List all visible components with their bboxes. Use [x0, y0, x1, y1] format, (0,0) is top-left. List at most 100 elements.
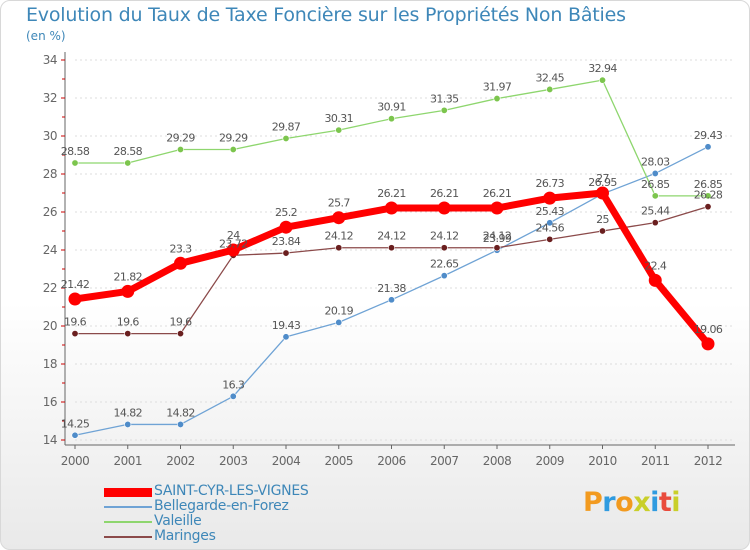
data-label: 19.6 [64, 316, 87, 329]
legend-item: Bellegarde-en-Forez [104, 498, 364, 515]
data-point [651, 169, 659, 177]
data-label: 23.99 [483, 232, 512, 245]
data-point [124, 330, 132, 338]
data-point [651, 219, 659, 227]
y-tick-label: 28 [43, 167, 57, 181]
data-label: 30.91 [377, 101, 406, 114]
data-point [387, 244, 395, 252]
x-tick-label: 2006 [377, 454, 406, 468]
data-label: 21.42 [61, 278, 90, 291]
data-point [598, 76, 606, 84]
data-point [335, 244, 343, 252]
data-point [546, 235, 554, 243]
data-label: 21.38 [377, 282, 406, 295]
chart-subtitle: (en %) [26, 29, 66, 43]
data-point [177, 330, 185, 338]
data-label: 24.12 [377, 230, 406, 243]
logo-letter: P [583, 487, 603, 518]
data-label: 14.82 [166, 406, 195, 419]
data-point [493, 244, 501, 252]
data-label: 27 [596, 172, 609, 185]
legend-label: Valeille [154, 513, 202, 529]
data-point [490, 201, 504, 215]
data-point [704, 203, 712, 211]
chart-title: Evolution du Taux de Taxe Foncière sur l… [26, 4, 626, 26]
data-label: 19.6 [169, 316, 192, 329]
data-point [226, 243, 240, 257]
y-tick-label: 24 [43, 243, 57, 257]
data-point [387, 296, 395, 304]
y-tick-label: 22 [43, 281, 57, 295]
logo-letter: i [671, 487, 681, 518]
data-point [648, 273, 662, 287]
data-label: 24.12 [325, 230, 354, 243]
x-tick-label: 2001 [113, 454, 142, 468]
data-point [68, 292, 82, 306]
y-tick-label: 26 [43, 205, 57, 219]
logo-letter: t [658, 487, 672, 518]
logo-letter: o [615, 487, 634, 518]
data-point [124, 420, 132, 428]
data-label: 14.25 [61, 417, 90, 430]
data-label: 25.44 [641, 205, 670, 218]
y-tick-label: 16 [43, 395, 57, 409]
logo-letter: r [602, 487, 616, 518]
legend-item: Maringes [104, 528, 364, 545]
data-label: 29.29 [166, 131, 195, 144]
data-label: 14.82 [114, 406, 143, 419]
data-label: 25.43 [536, 205, 565, 218]
x-tick-label: 2008 [483, 454, 512, 468]
data-label: 26.85 [694, 178, 723, 191]
data-point [335, 318, 343, 326]
data-label: 26.95 [588, 176, 617, 189]
data-point [121, 284, 135, 298]
data-point [282, 333, 290, 341]
data-point [651, 192, 659, 200]
data-point [543, 191, 557, 205]
x-tick-label: 2011 [641, 454, 670, 468]
legend-item: Valeille [104, 513, 364, 530]
data-label: 32.45 [536, 71, 565, 84]
data-point [279, 220, 293, 234]
legend-item: SAINT-CYR-LES-VIGNES [104, 483, 364, 500]
data-point [704, 192, 712, 200]
data-label: 20.19 [325, 304, 354, 317]
x-tick-label: 2000 [61, 454, 90, 468]
data-point [440, 272, 448, 280]
x-tick-label: 2004 [272, 454, 301, 468]
data-label: 30.31 [325, 112, 354, 125]
data-label: 22.65 [430, 258, 459, 271]
logo-letter: i [650, 487, 659, 518]
proxiti-logo: Proxiti [583, 487, 681, 518]
data-label: 23.72 [219, 237, 248, 250]
x-tick-label: 2002 [166, 454, 195, 468]
data-label: 19.43 [272, 319, 301, 332]
legend-swatch [104, 506, 152, 508]
data-label: 32.94 [588, 62, 617, 75]
data-point [71, 330, 79, 338]
data-label: 25.7 [328, 197, 351, 210]
data-label: 19.06 [694, 323, 723, 336]
y-tick-label: 32 [43, 91, 57, 105]
legend-label: Maringes [154, 528, 216, 544]
data-point [71, 159, 79, 167]
data-point [124, 159, 132, 167]
data-point [229, 145, 237, 153]
data-point [493, 95, 501, 103]
data-point [387, 115, 395, 123]
legend-label: SAINT-CYR-LES-VIGNES [154, 483, 309, 499]
x-tick-label: 2012 [694, 454, 723, 468]
legend: SAINT-CYR-LES-VIGNES Bellegarde-en-Forez V… [104, 483, 364, 545]
data-label: 26.21 [430, 187, 459, 200]
data-point [596, 186, 609, 200]
y-tick-label: 34 [43, 53, 57, 67]
y-tick-label: 30 [43, 129, 57, 143]
data-point [440, 106, 448, 114]
data-point [440, 244, 448, 252]
data-label: 26.21 [377, 187, 406, 200]
y-tick-label: 14 [43, 433, 57, 447]
data-label: 24.12 [483, 230, 512, 243]
data-point [598, 227, 606, 235]
data-label: 29.29 [219, 131, 248, 144]
